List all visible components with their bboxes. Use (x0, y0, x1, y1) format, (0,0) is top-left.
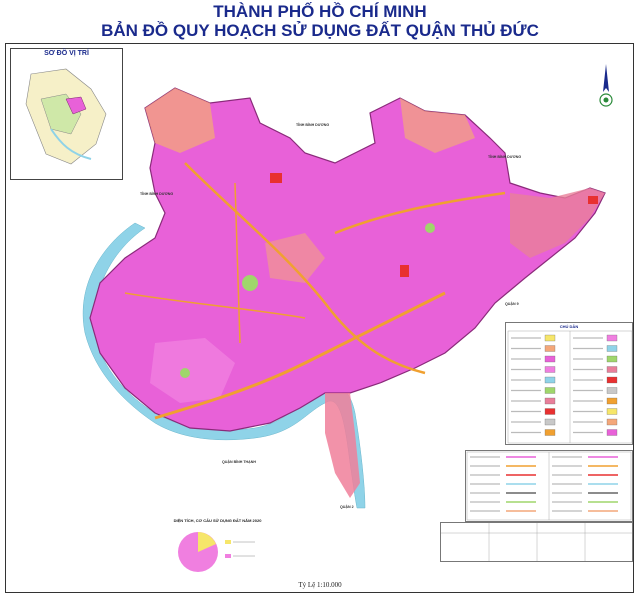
legend-swatch (606, 418, 618, 426)
legend-swatch (606, 355, 618, 363)
red-zone-1 (270, 173, 282, 183)
zone-peninsula (325, 393, 360, 498)
red-zone-3 (588, 196, 598, 204)
legend-swatch (606, 334, 618, 342)
legend-swatch (606, 429, 618, 436)
legend-panel-lines (465, 450, 633, 522)
legend-swatches (507, 330, 633, 444)
red-zone-2 (400, 265, 409, 277)
inset-title: SƠ ĐỒ VỊ TRÍ (44, 50, 89, 57)
label-binh-duong-west: TỈNH BÌNH DƯƠNG (140, 192, 174, 196)
location-inset-map[interactable]: SƠ ĐỒ VỊ TRÍ (10, 48, 123, 180)
legend-swatch (544, 408, 556, 415)
zone-orange-north (145, 88, 215, 153)
label-quan-9: QUẬN 9 (505, 302, 519, 306)
district-main-area (89, 87, 606, 432)
road-5 (124, 292, 306, 319)
land-use-pie (178, 532, 255, 572)
legend-swatch (544, 366, 556, 373)
legend-title: CHÚ DẪN (559, 324, 579, 329)
highway-2 (184, 162, 426, 375)
map-title-plan: BẢN ĐỒ QUY HOẠCH SỬ DỤNG ĐẤT QUẬN THỦ ĐỨ… (101, 21, 539, 40)
signature-block (440, 522, 633, 562)
label-binh-duong-east: TỈNH BÌNH DƯƠNG (488, 155, 522, 159)
legend-swatch (606, 397, 618, 405)
legend-swatch (606, 366, 618, 373)
signature-grid (441, 523, 632, 561)
zone-orange-east (510, 188, 605, 258)
zone-commercial-center (265, 233, 325, 283)
compass-north-arrow-icon (599, 64, 613, 107)
zone-south-residential (150, 338, 235, 403)
legend-swatch (606, 387, 618, 394)
label-quan-2: QUẬN 2 (340, 505, 354, 509)
label-binh-thanh: QUẬN BÌNH THẠNH (222, 460, 256, 464)
zone-orange-northeast (400, 98, 475, 153)
inset-diagram (25, 68, 107, 165)
highway-1 (154, 291, 446, 420)
map-title-city: THÀNH PHỐ HỒ CHÍ MINH (213, 2, 427, 21)
legend-line-swatches (466, 451, 632, 521)
saigon-river (82, 222, 366, 509)
legend-swatch (606, 408, 618, 415)
legend-swatch (544, 418, 556, 426)
land-use-pie-box: DIỆN TÍCH, CƠ CẤU SỬ DỤNG ĐẤT NĂM 2020 (170, 518, 265, 576)
legend-swatch (544, 397, 556, 405)
legend-swatch (544, 376, 556, 384)
road-4 (234, 182, 241, 344)
legend-swatch (606, 376, 618, 384)
green-park-2 (425, 223, 435, 233)
legend-swatch (544, 429, 556, 436)
legend-swatch (544, 387, 556, 394)
pie-title: DIỆN TÍCH, CƠ CẤU SỬ DỤNG ĐẤT NĂM 2020 (173, 518, 262, 523)
label-binh-duong-north: TỈNH BÌNH DƯƠNG (296, 123, 330, 127)
green-park-1 (242, 275, 258, 291)
map-scale: Tỷ Lệ 1:10.000 (298, 581, 342, 589)
land-use-map[interactable] (5, 43, 634, 593)
legend-swatch (544, 355, 556, 363)
legend-swatch (544, 345, 556, 352)
highway-3 (334, 191, 506, 235)
legend-swatch (606, 345, 618, 352)
legend-swatch (544, 334, 556, 342)
green-park-3 (180, 368, 190, 378)
legend-panel: CHÚ DẪN (505, 322, 633, 445)
